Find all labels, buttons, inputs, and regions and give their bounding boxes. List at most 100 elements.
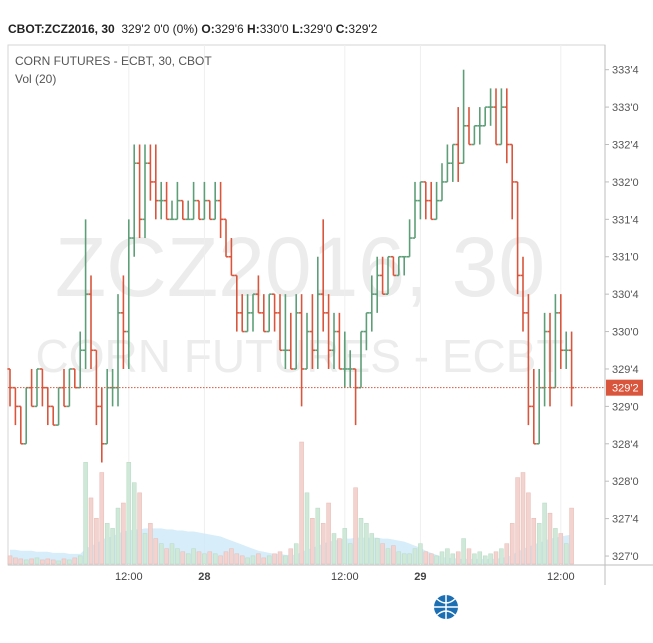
volume-bar <box>110 528 115 565</box>
y-tick-label: 328'4 <box>612 439 639 451</box>
volume-bar <box>504 543 510 565</box>
ohlc-value: 329'6 <box>214 22 244 36</box>
x-tick-label: 28 <box>198 571 210 583</box>
volume-bar <box>304 492 310 565</box>
volume-bar <box>401 553 407 565</box>
volume-bar <box>272 553 277 565</box>
volume-bar <box>493 551 499 565</box>
volume-bar <box>418 543 423 565</box>
volume-bar <box>121 502 126 565</box>
volume-bar <box>67 559 72 565</box>
volume-bar <box>277 551 283 565</box>
volume-bar <box>439 551 445 565</box>
ohlc-key: O: <box>201 22 215 36</box>
volume-bar <box>283 555 288 565</box>
watermark: ZCZ2016, 30 CORN FUTURES - ECBT <box>36 220 565 382</box>
volume-bar <box>461 538 466 565</box>
volume-bar <box>380 543 385 565</box>
ohlc-key: H: <box>247 22 260 36</box>
volume-bar <box>34 557 40 565</box>
y-tick-label: 330'0 <box>612 327 639 339</box>
volume-bar <box>563 543 569 565</box>
ohlc-key: C: <box>335 22 349 36</box>
volume-bar <box>13 557 18 565</box>
volume-bar <box>385 548 391 565</box>
volume-bar <box>40 559 45 565</box>
volume-bar <box>104 523 110 565</box>
volume-bar <box>266 555 272 565</box>
volume-bar <box>61 558 67 565</box>
volume-bar <box>153 538 159 565</box>
volume-bar <box>407 553 412 565</box>
volume-bar <box>423 551 429 565</box>
volume-bar <box>56 560 61 565</box>
volume-bar <box>569 507 574 565</box>
y-tick-label: 329'0 <box>612 401 639 413</box>
volume-bar <box>18 558 24 565</box>
ohlc-value: 329'0 <box>303 22 333 36</box>
volume-bar <box>191 548 196 565</box>
volume-bar <box>45 558 51 565</box>
ohlc-value: 329'2 <box>348 22 378 36</box>
volume-bar <box>131 482 137 565</box>
volume-bar <box>428 553 434 565</box>
volume-bar <box>450 553 456 565</box>
volume-bar <box>126 462 132 565</box>
volume-bar <box>396 551 402 565</box>
volume-bar <box>293 543 299 565</box>
volume-bar <box>83 462 88 565</box>
volume-bar <box>553 528 558 565</box>
volume-bar <box>239 555 245 565</box>
volume-bar <box>499 548 504 565</box>
y-tick-label: 332'0 <box>612 177 639 189</box>
volume-bar <box>169 543 175 565</box>
legend-volume: Vol (20) <box>15 72 56 86</box>
y-tick-label: 331'0 <box>612 252 639 264</box>
volume-bar <box>29 558 34 565</box>
volume-bar <box>185 553 191 565</box>
volume-bar <box>196 551 202 565</box>
header: CBOT:ZCZ2016, 30 329'2 0'0 (0%) O:329'6 … <box>8 22 377 36</box>
y-tick-label: 331'4 <box>612 214 639 226</box>
volume-bar <box>202 553 207 565</box>
volume-bar <box>250 555 256 565</box>
watermark-name: CORN FUTURES - ECBT <box>36 330 565 382</box>
y-tick-label: 332'4 <box>612 140 639 152</box>
volume-bar <box>164 548 169 565</box>
legend-title: CORN FUTURES - ECBT, 30, CBOT <box>15 54 212 68</box>
volume-bar <box>542 502 547 565</box>
volume-bar <box>115 507 121 565</box>
volume-bar <box>207 551 213 565</box>
volume-bar <box>50 559 56 565</box>
volume-bar <box>23 559 29 565</box>
quote: 329'2 0'0 (0%) <box>121 22 199 36</box>
last-price-tag <box>606 379 643 396</box>
volume-bar <box>223 551 229 565</box>
volume-bar <box>158 543 164 565</box>
volume-bar <box>455 551 461 565</box>
volume-bar <box>445 548 450 565</box>
volume-bar <box>256 553 261 565</box>
y-tick-label: 327'4 <box>612 514 639 526</box>
volume-bar <box>331 533 337 565</box>
volume-bar <box>299 441 304 565</box>
volume-bar <box>142 533 148 565</box>
volume-bar <box>509 523 515 565</box>
volume-bar <box>212 553 218 565</box>
volume-bar <box>558 533 564 565</box>
volume-bar <box>536 523 542 565</box>
volume-bar <box>175 548 180 565</box>
x-tick-label: 12:00 <box>331 571 359 583</box>
volume-bar <box>353 487 358 565</box>
volume-bar <box>520 472 526 565</box>
y-tick-label: 327'0 <box>612 551 639 563</box>
volume-bar <box>477 551 483 565</box>
ohlc-key: L: <box>292 22 304 36</box>
y-tick-label: 333'0 <box>612 102 639 114</box>
volume-bar <box>482 555 488 565</box>
y-tick-label: 328'0 <box>612 476 639 488</box>
y-tick-label: 333'4 <box>612 65 639 77</box>
volume-bar <box>515 477 520 565</box>
